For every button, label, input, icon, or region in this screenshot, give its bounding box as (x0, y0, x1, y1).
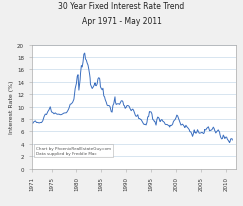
Text: Apr 1971 - May 2011: Apr 1971 - May 2011 (82, 16, 161, 25)
Y-axis label: Interest Rate (%): Interest Rate (%) (9, 81, 14, 134)
Text: 30 Year Fixed Interest Rate Trend: 30 Year Fixed Interest Rate Trend (58, 2, 185, 11)
Text: Chart by PhoenixRealEstateGuy.com
Data supplied by Freddie Mac: Chart by PhoenixRealEstateGuy.com Data s… (36, 147, 111, 155)
